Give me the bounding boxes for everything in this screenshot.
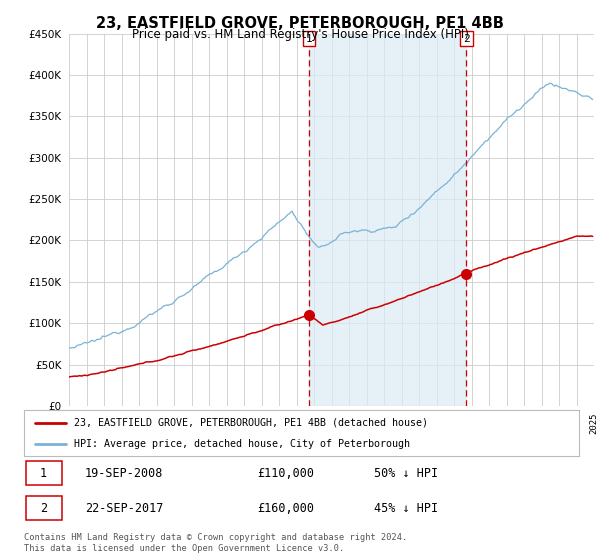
Text: 1: 1 (305, 34, 313, 44)
Text: HPI: Average price, detached house, City of Peterborough: HPI: Average price, detached house, City… (74, 439, 410, 449)
Bar (309, 34, 466, 406)
FancyBboxPatch shape (26, 461, 62, 486)
Text: 45% ↓ HPI: 45% ↓ HPI (374, 502, 438, 515)
Text: £110,000: £110,000 (257, 466, 314, 480)
Text: 2: 2 (40, 502, 47, 515)
Text: 23, EASTFIELD GROVE, PETERBOROUGH, PE1 4BB (detached house): 23, EASTFIELD GROVE, PETERBOROUGH, PE1 4… (74, 418, 428, 428)
FancyBboxPatch shape (26, 496, 62, 520)
Text: 19-SEP-2008: 19-SEP-2008 (85, 466, 163, 480)
Text: 22-SEP-2017: 22-SEP-2017 (85, 502, 163, 515)
Text: 23, EASTFIELD GROVE, PETERBOROUGH, PE1 4BB: 23, EASTFIELD GROVE, PETERBOROUGH, PE1 4… (96, 16, 504, 31)
Text: Price paid vs. HM Land Registry's House Price Index (HPI): Price paid vs. HM Land Registry's House … (131, 28, 469, 41)
Text: Contains HM Land Registry data © Crown copyright and database right 2024.
This d: Contains HM Land Registry data © Crown c… (24, 533, 407, 553)
Text: 2: 2 (463, 34, 470, 44)
Text: 1: 1 (40, 466, 47, 480)
Text: 50% ↓ HPI: 50% ↓ HPI (374, 466, 438, 480)
Text: £160,000: £160,000 (257, 502, 314, 515)
